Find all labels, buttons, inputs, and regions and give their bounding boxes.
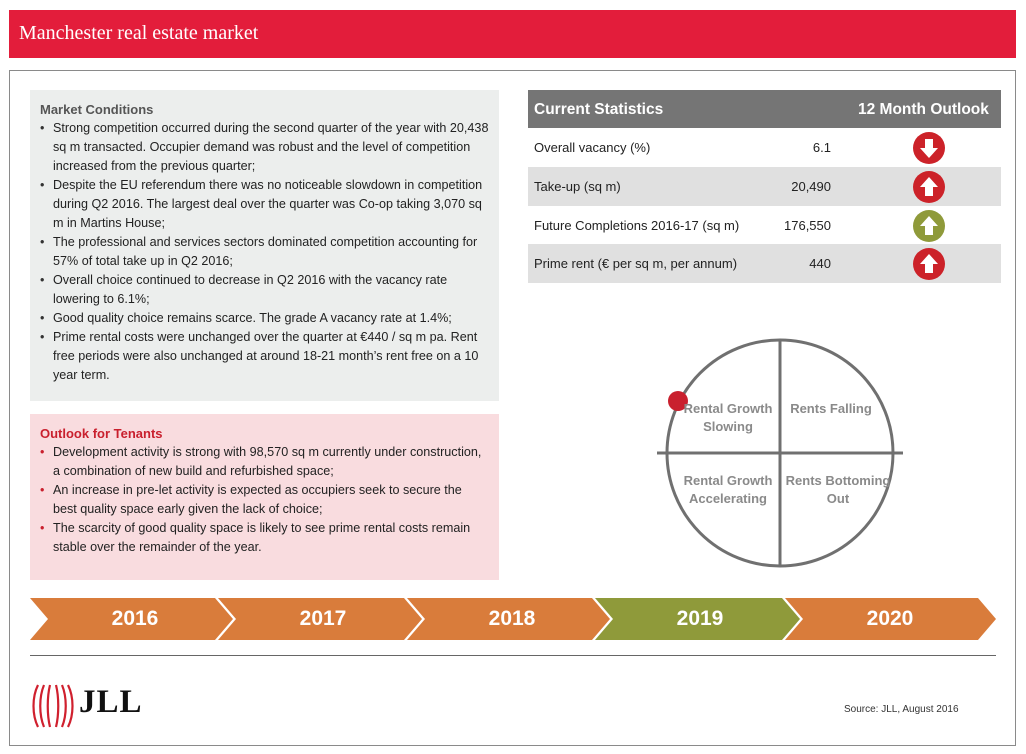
row-label: Take-up (sq m) (534, 178, 621, 194)
table-row: Future Completions 2016-17 (sq m) 176,55… (528, 206, 1001, 245)
bullet-text: Development activity is strong with 98,5… (53, 445, 482, 478)
outlook-heading-column: 12 Month Outlook (858, 101, 989, 118)
row-label: Future Completions 2016-17 (sq m) (534, 217, 740, 233)
list-item: • Overall choice continued to decrease in… (40, 273, 448, 306)
timeline-chevron (595, 598, 800, 640)
quadrant-bottom-right: Rents Bottoming Out (785, 473, 891, 506)
timeline-chevron (785, 598, 996, 640)
market-conditions-panel: Market Conditions • Strong competition oc… (30, 90, 499, 401)
statistics-header: Current Statistics 12 Month Outlook (528, 90, 1001, 128)
list-item: • The professional and services sectors d… (40, 235, 478, 268)
timeline-chevron (407, 598, 610, 640)
row-value: 176,550 (784, 217, 831, 233)
timeline-year: 2016 (111, 607, 159, 630)
list-item: • Strong competition occurred during the … (40, 121, 489, 173)
quadrant-top-left: Rental Growth Slowing (683, 401, 773, 434)
row-label: Prime rent (€ per sq m, per annum) (534, 256, 738, 272)
title-bar: Manchester real estate market (9, 10, 1016, 58)
bullet-text: The professional and services sectors do… (53, 235, 478, 268)
statistics-table: Current Statistics 12 Month Outlook Over… (528, 90, 1001, 283)
bullet-text: An increase in pre-let activity is expec… (53, 483, 462, 516)
jll-logo-icon (32, 684, 74, 728)
quadrant-bottom-left: Rental Growth Accelerating (683, 473, 773, 506)
row-value: 440 (809, 256, 831, 272)
footer-divider (30, 655, 996, 656)
bullet-text: Despite the EU referendum there was no n… (53, 178, 483, 230)
content-frame (9, 70, 1016, 746)
bullet-text: Good quality choice remains scarce. The … (53, 311, 452, 325)
clock-position-marker (668, 391, 688, 411)
property-clock-diagram (657, 338, 903, 568)
timeline-year: 2018 (488, 607, 536, 630)
quadrant-top-right: Rents Falling (790, 401, 872, 416)
market-conditions-list: • Strong competition occurred during the … (40, 119, 489, 385)
row-value: 6.1 (812, 140, 831, 155)
outlook-panel: Outlook for Tenants • Development activit… (30, 414, 499, 580)
list-item: • An increase in pre-let activity is expe… (40, 483, 462, 516)
timeline-arrows (30, 598, 996, 640)
bullet-text: Strong competition occurred during the s… (53, 121, 489, 173)
row-value: 20,490 (791, 178, 831, 194)
outlook-heading: Outlook for Tenants (40, 426, 163, 441)
arrow-up-icon (913, 248, 945, 281)
bullet-text: The scarcity of good quality space is li… (53, 521, 471, 554)
property-clock: Rental Growth Slowing Rents Falling Rent… (655, 330, 905, 580)
row-label: Overall vacancy (%) (534, 140, 651, 155)
current-statistics-heading: Current Statistics (534, 101, 664, 118)
timeline-chevron (218, 598, 422, 640)
market-conditions-heading: Market Conditions (40, 102, 154, 117)
timeline-year: 2020 (866, 607, 914, 630)
table-row: Prime rent (€ per sq m, per annum) 440 (528, 244, 1001, 283)
list-item: • Good quality choice remains scarce. The… (40, 311, 452, 325)
list-item: • Despite the EU referendum there was no … (40, 178, 483, 230)
timeline-year: 2017 (299, 607, 347, 630)
arrow-up-icon (913, 209, 945, 242)
list-item: • The scarcity of good quality space is l… (40, 521, 471, 554)
outlook-list: • Development activity is strong with 98,… (40, 443, 489, 557)
source-note: Source: JLL, August 2016 (844, 704, 959, 715)
arrow-up-icon (913, 170, 945, 203)
table-row: Take-up (sq m) 20,490 (528, 166, 1001, 206)
list-item: • Development activity is strong with 98,… (40, 445, 482, 478)
logo-wordmark: JLL (79, 684, 143, 720)
timeline-year: 2019 (676, 607, 724, 630)
table-row: Overall vacancy (%) 6.1 (528, 128, 1001, 167)
year-timeline: 2016 2017 2018 2019 2020 (30, 598, 998, 640)
bullet-text: Overall choice continued to decrease in … (53, 273, 448, 306)
page-title: Manchester real estate market (19, 22, 259, 44)
list-item: • Prime rental costs were unchanged over … (40, 330, 479, 382)
arrow-down-icon (913, 132, 945, 164)
timeline-chevron (30, 598, 233, 640)
bullet-text: Prime rental costs were unchanged over t… (53, 330, 479, 382)
